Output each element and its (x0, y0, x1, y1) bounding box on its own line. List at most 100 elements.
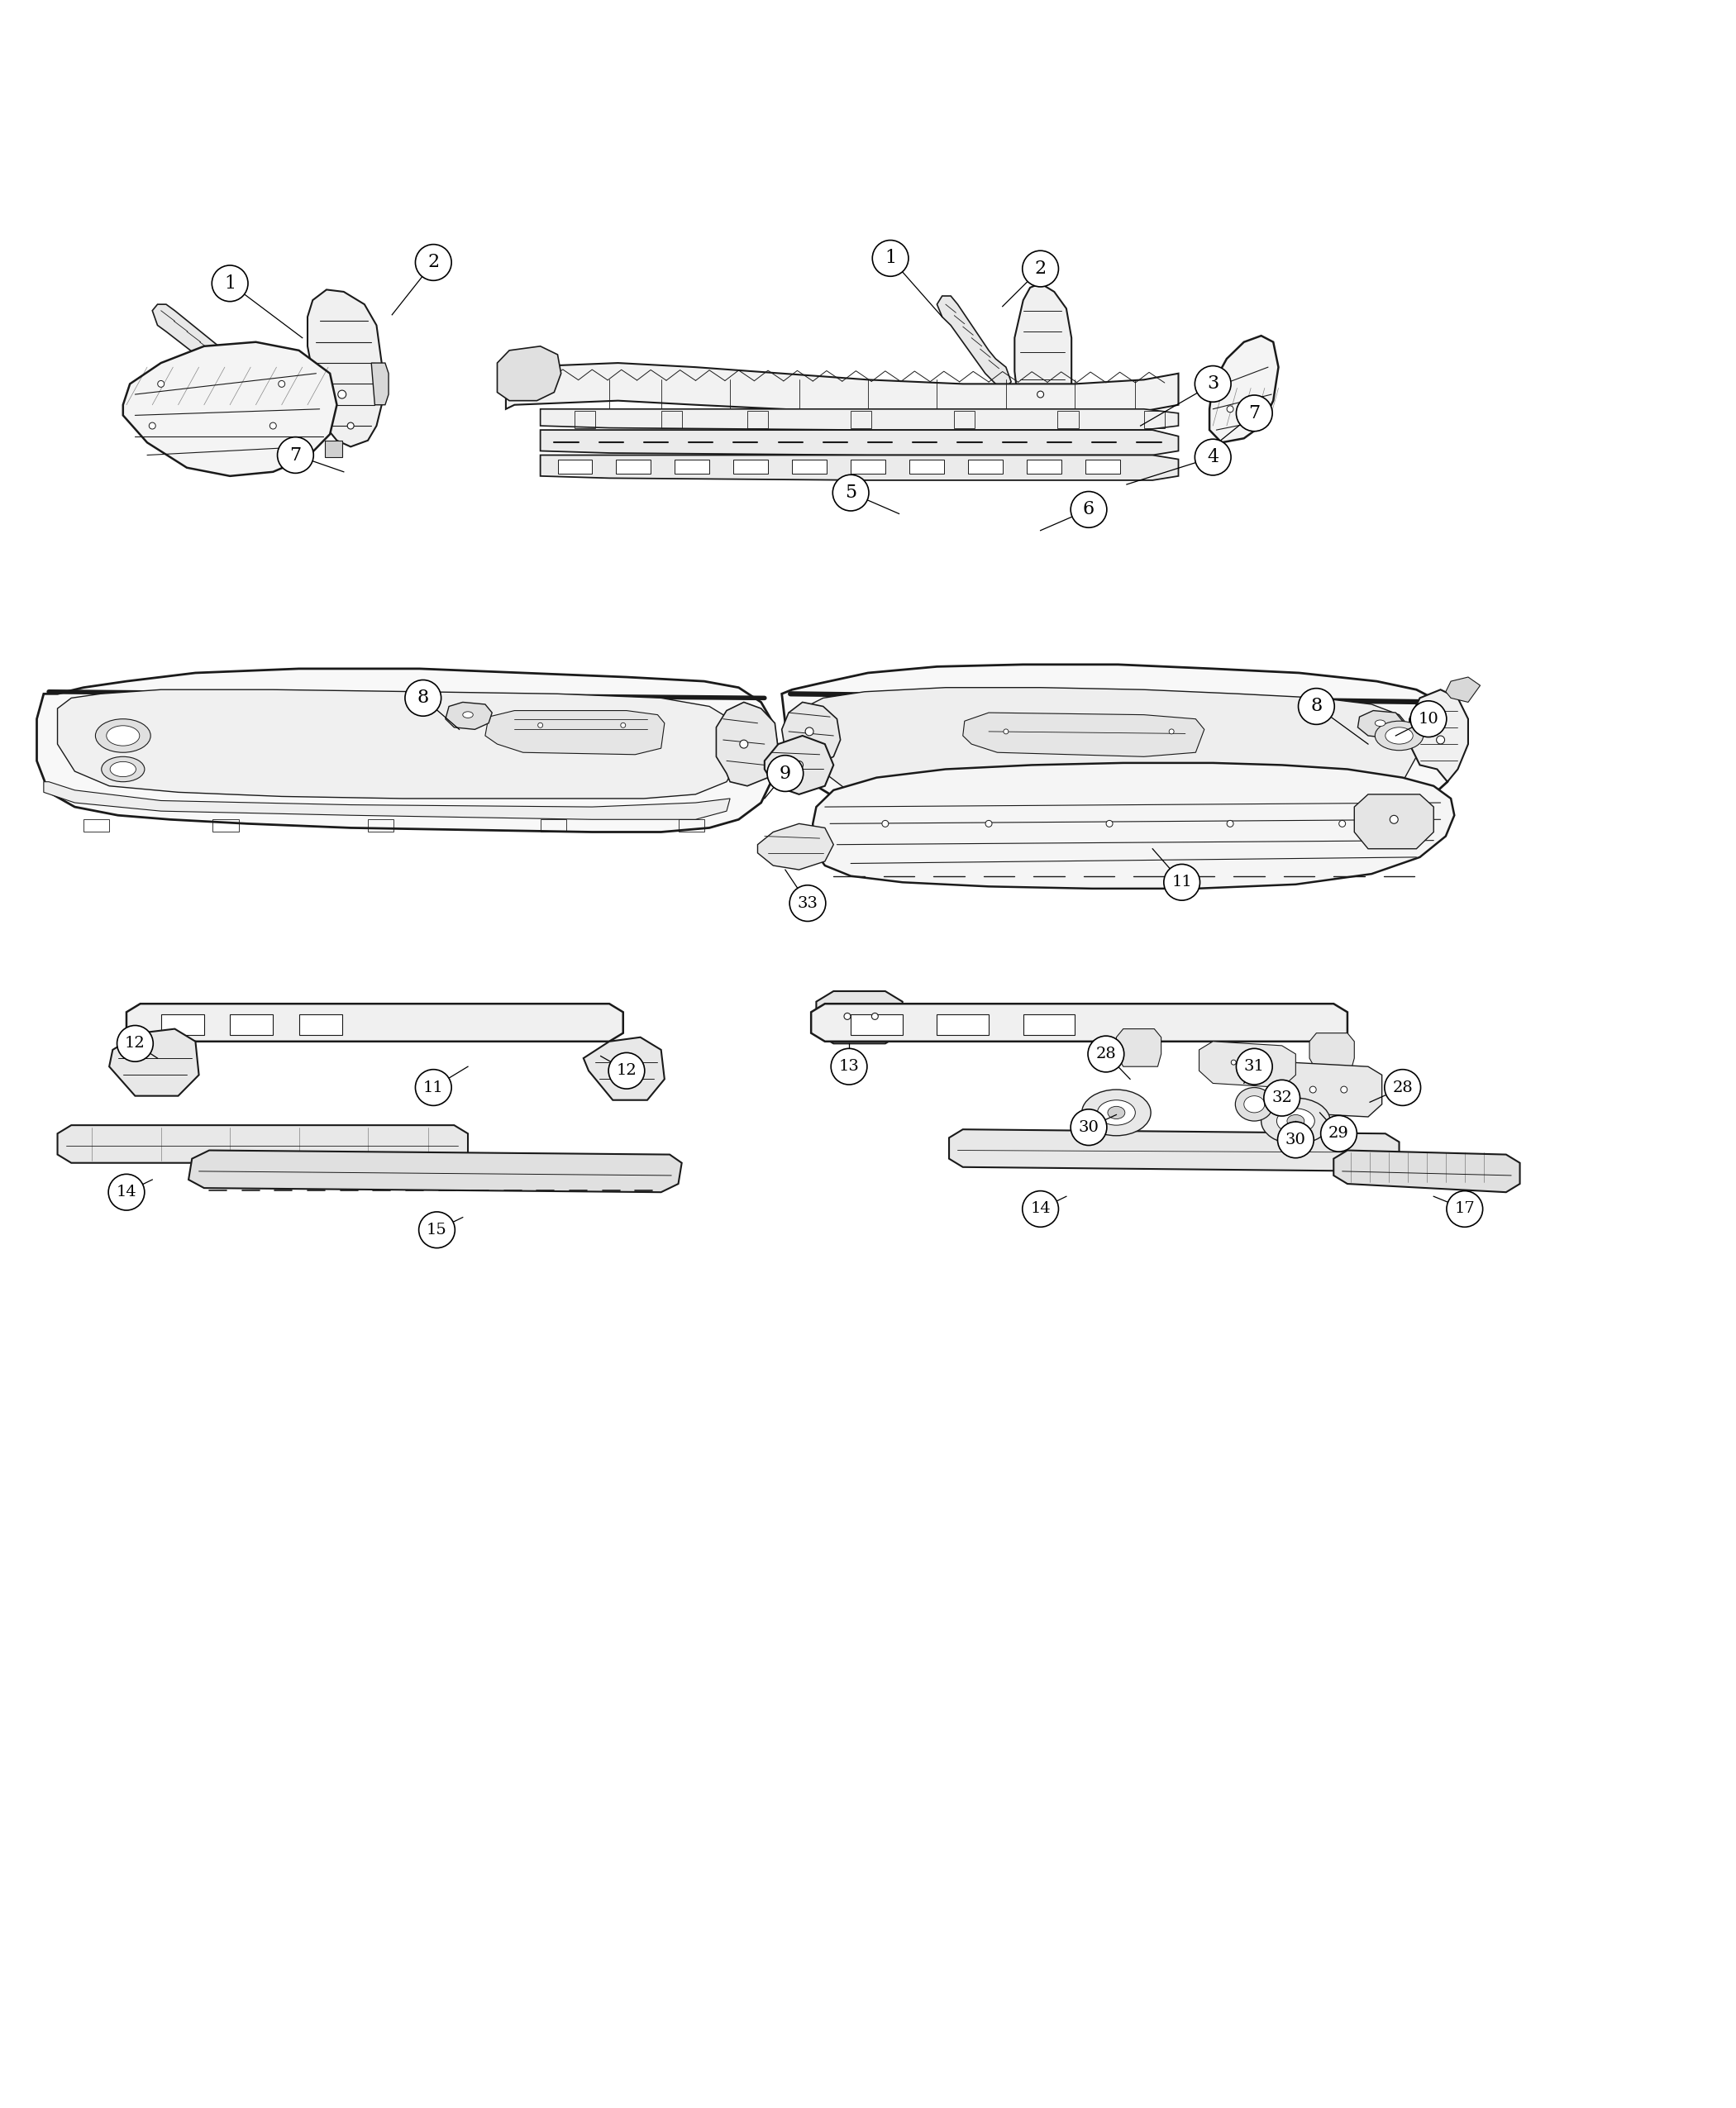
Polygon shape (161, 1014, 205, 1035)
Polygon shape (540, 409, 1179, 430)
Polygon shape (123, 341, 337, 476)
Ellipse shape (1375, 721, 1385, 727)
Ellipse shape (1236, 1088, 1272, 1121)
Circle shape (1168, 729, 1174, 734)
Polygon shape (1026, 426, 1040, 441)
Ellipse shape (95, 719, 151, 753)
Circle shape (212, 266, 248, 301)
Text: 7: 7 (290, 447, 302, 464)
Circle shape (1278, 1121, 1314, 1157)
Text: 11: 11 (424, 1079, 444, 1094)
Polygon shape (1085, 460, 1120, 474)
Circle shape (149, 422, 156, 430)
Polygon shape (299, 1014, 342, 1035)
Polygon shape (717, 702, 778, 786)
Polygon shape (1026, 460, 1061, 474)
Polygon shape (781, 702, 840, 765)
Bar (575, 411, 595, 428)
Polygon shape (1200, 1041, 1295, 1088)
Polygon shape (792, 460, 826, 474)
Polygon shape (583, 1037, 665, 1100)
Text: 5: 5 (845, 483, 856, 502)
Circle shape (1236, 1048, 1272, 1086)
Circle shape (108, 1174, 144, 1210)
Circle shape (833, 474, 868, 510)
Circle shape (767, 755, 804, 790)
Text: 10: 10 (1418, 713, 1439, 727)
Polygon shape (764, 736, 833, 795)
Text: 9: 9 (779, 765, 792, 782)
Text: 1: 1 (885, 249, 896, 268)
Polygon shape (372, 363, 389, 405)
Bar (1144, 411, 1165, 428)
Ellipse shape (1375, 721, 1424, 750)
Polygon shape (1023, 1014, 1075, 1035)
Polygon shape (57, 1126, 469, 1164)
Circle shape (1071, 1109, 1108, 1145)
Circle shape (1023, 251, 1059, 287)
Polygon shape (496, 346, 561, 401)
Text: 11: 11 (1172, 875, 1193, 890)
Text: 12: 12 (616, 1062, 637, 1077)
Polygon shape (43, 782, 731, 820)
Circle shape (621, 723, 625, 727)
Text: 8: 8 (417, 689, 429, 706)
Polygon shape (734, 460, 767, 474)
Circle shape (790, 885, 826, 921)
Ellipse shape (106, 725, 139, 746)
Circle shape (1194, 367, 1231, 403)
Text: 7: 7 (1248, 405, 1260, 422)
Circle shape (1236, 394, 1272, 432)
Polygon shape (1410, 689, 1469, 782)
Polygon shape (963, 713, 1205, 757)
Circle shape (873, 240, 908, 276)
Circle shape (278, 436, 314, 472)
Circle shape (609, 1052, 644, 1090)
Polygon shape (910, 460, 944, 474)
Ellipse shape (464, 713, 474, 719)
Circle shape (116, 1024, 153, 1062)
Text: 30: 30 (1285, 1132, 1305, 1147)
Polygon shape (325, 441, 342, 457)
Polygon shape (229, 1014, 273, 1035)
Circle shape (1163, 864, 1200, 900)
Polygon shape (1014, 282, 1071, 430)
Polygon shape (950, 1130, 1399, 1172)
Polygon shape (505, 363, 1179, 415)
Text: 14: 14 (1029, 1202, 1050, 1216)
Circle shape (1410, 700, 1446, 738)
Polygon shape (1354, 795, 1434, 850)
Ellipse shape (109, 761, 135, 776)
Circle shape (1071, 491, 1108, 527)
Circle shape (1446, 1191, 1483, 1227)
Polygon shape (127, 1033, 141, 1041)
Polygon shape (1358, 710, 1403, 738)
Circle shape (415, 1069, 451, 1105)
Text: 2: 2 (1035, 259, 1047, 278)
Circle shape (1259, 1060, 1264, 1065)
Circle shape (1245, 405, 1250, 413)
Polygon shape (1333, 1151, 1521, 1193)
Polygon shape (153, 304, 278, 405)
Circle shape (1436, 736, 1444, 744)
Text: 6: 6 (1083, 500, 1095, 519)
Circle shape (1227, 820, 1234, 826)
Bar (746, 411, 767, 428)
Text: 3: 3 (1207, 375, 1219, 392)
Circle shape (1391, 816, 1397, 824)
Polygon shape (757, 824, 833, 871)
Circle shape (1227, 405, 1234, 413)
Bar (851, 411, 871, 428)
Polygon shape (446, 702, 491, 729)
Text: 4: 4 (1207, 449, 1219, 466)
Circle shape (415, 245, 451, 280)
Circle shape (832, 1048, 866, 1086)
Polygon shape (812, 763, 1455, 890)
Circle shape (1340, 1086, 1347, 1092)
Circle shape (1321, 1115, 1358, 1151)
Circle shape (1088, 1035, 1123, 1073)
Text: 32: 32 (1271, 1090, 1292, 1105)
Circle shape (339, 390, 345, 398)
Polygon shape (1446, 677, 1481, 702)
Polygon shape (540, 430, 1179, 455)
